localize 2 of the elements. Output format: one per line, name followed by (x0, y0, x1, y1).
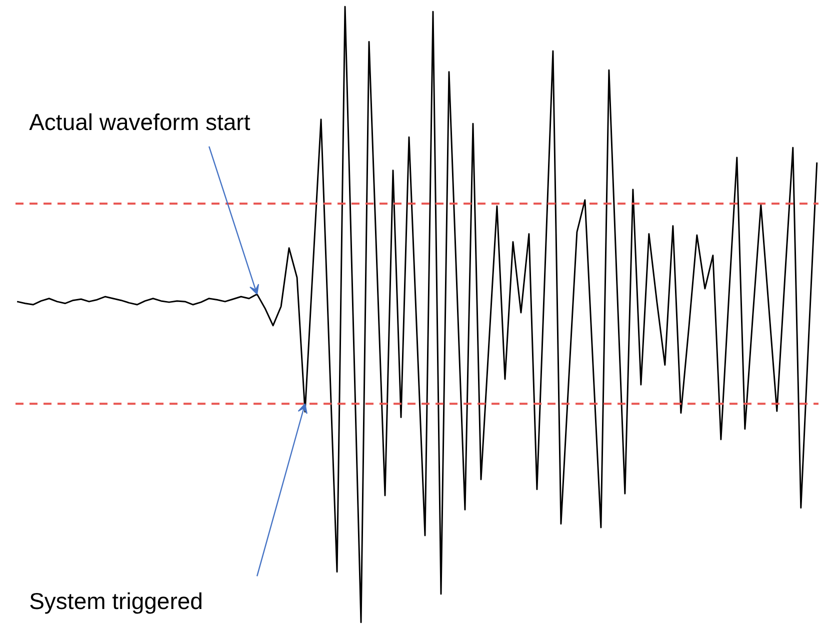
annotation: Actual waveform start (29, 108, 251, 135)
annotation: System triggered (29, 588, 203, 614)
